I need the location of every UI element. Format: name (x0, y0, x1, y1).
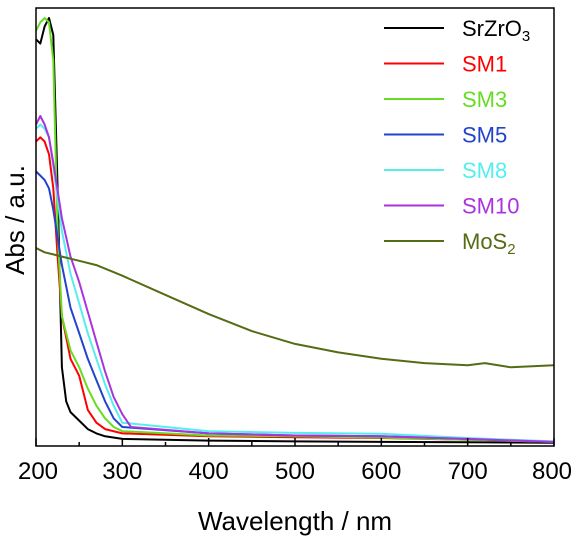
legend-label: SM1 (462, 52, 507, 77)
legend-label: SM3 (462, 87, 507, 112)
x-axis-ticks: 200 300 400 500 600 700 800 (18, 438, 572, 485)
legend-label: SM5 (462, 123, 507, 148)
x-tick-label-800: 800 (532, 458, 572, 485)
legend: SrZrO3 SM1 SM3 SM5 SM8 SM10 MoS2 (384, 16, 530, 258)
x-axis-title: Wavelength / nm (198, 506, 392, 536)
legend-label: SrZrO3 (462, 16, 530, 45)
legend-label: SM8 (462, 158, 507, 183)
x-tick-label-500: 500 (275, 458, 315, 485)
plot-lines (35, 17, 555, 444)
x-tick-label-700: 700 (448, 458, 488, 485)
series-line-mos2 (35, 247, 555, 369)
legend-label: MoS2 (462, 229, 516, 258)
x-tick-label-600: 600 (361, 458, 401, 485)
x-tick-label-200: 200 (18, 458, 58, 485)
y-axis-title: Abs / a.u. (0, 165, 30, 275)
legend-label: SM10 (462, 194, 519, 219)
series-line-sm10 (35, 115, 555, 443)
x-tick-label-300: 300 (102, 458, 142, 485)
x-tick-label-400: 400 (189, 458, 229, 485)
